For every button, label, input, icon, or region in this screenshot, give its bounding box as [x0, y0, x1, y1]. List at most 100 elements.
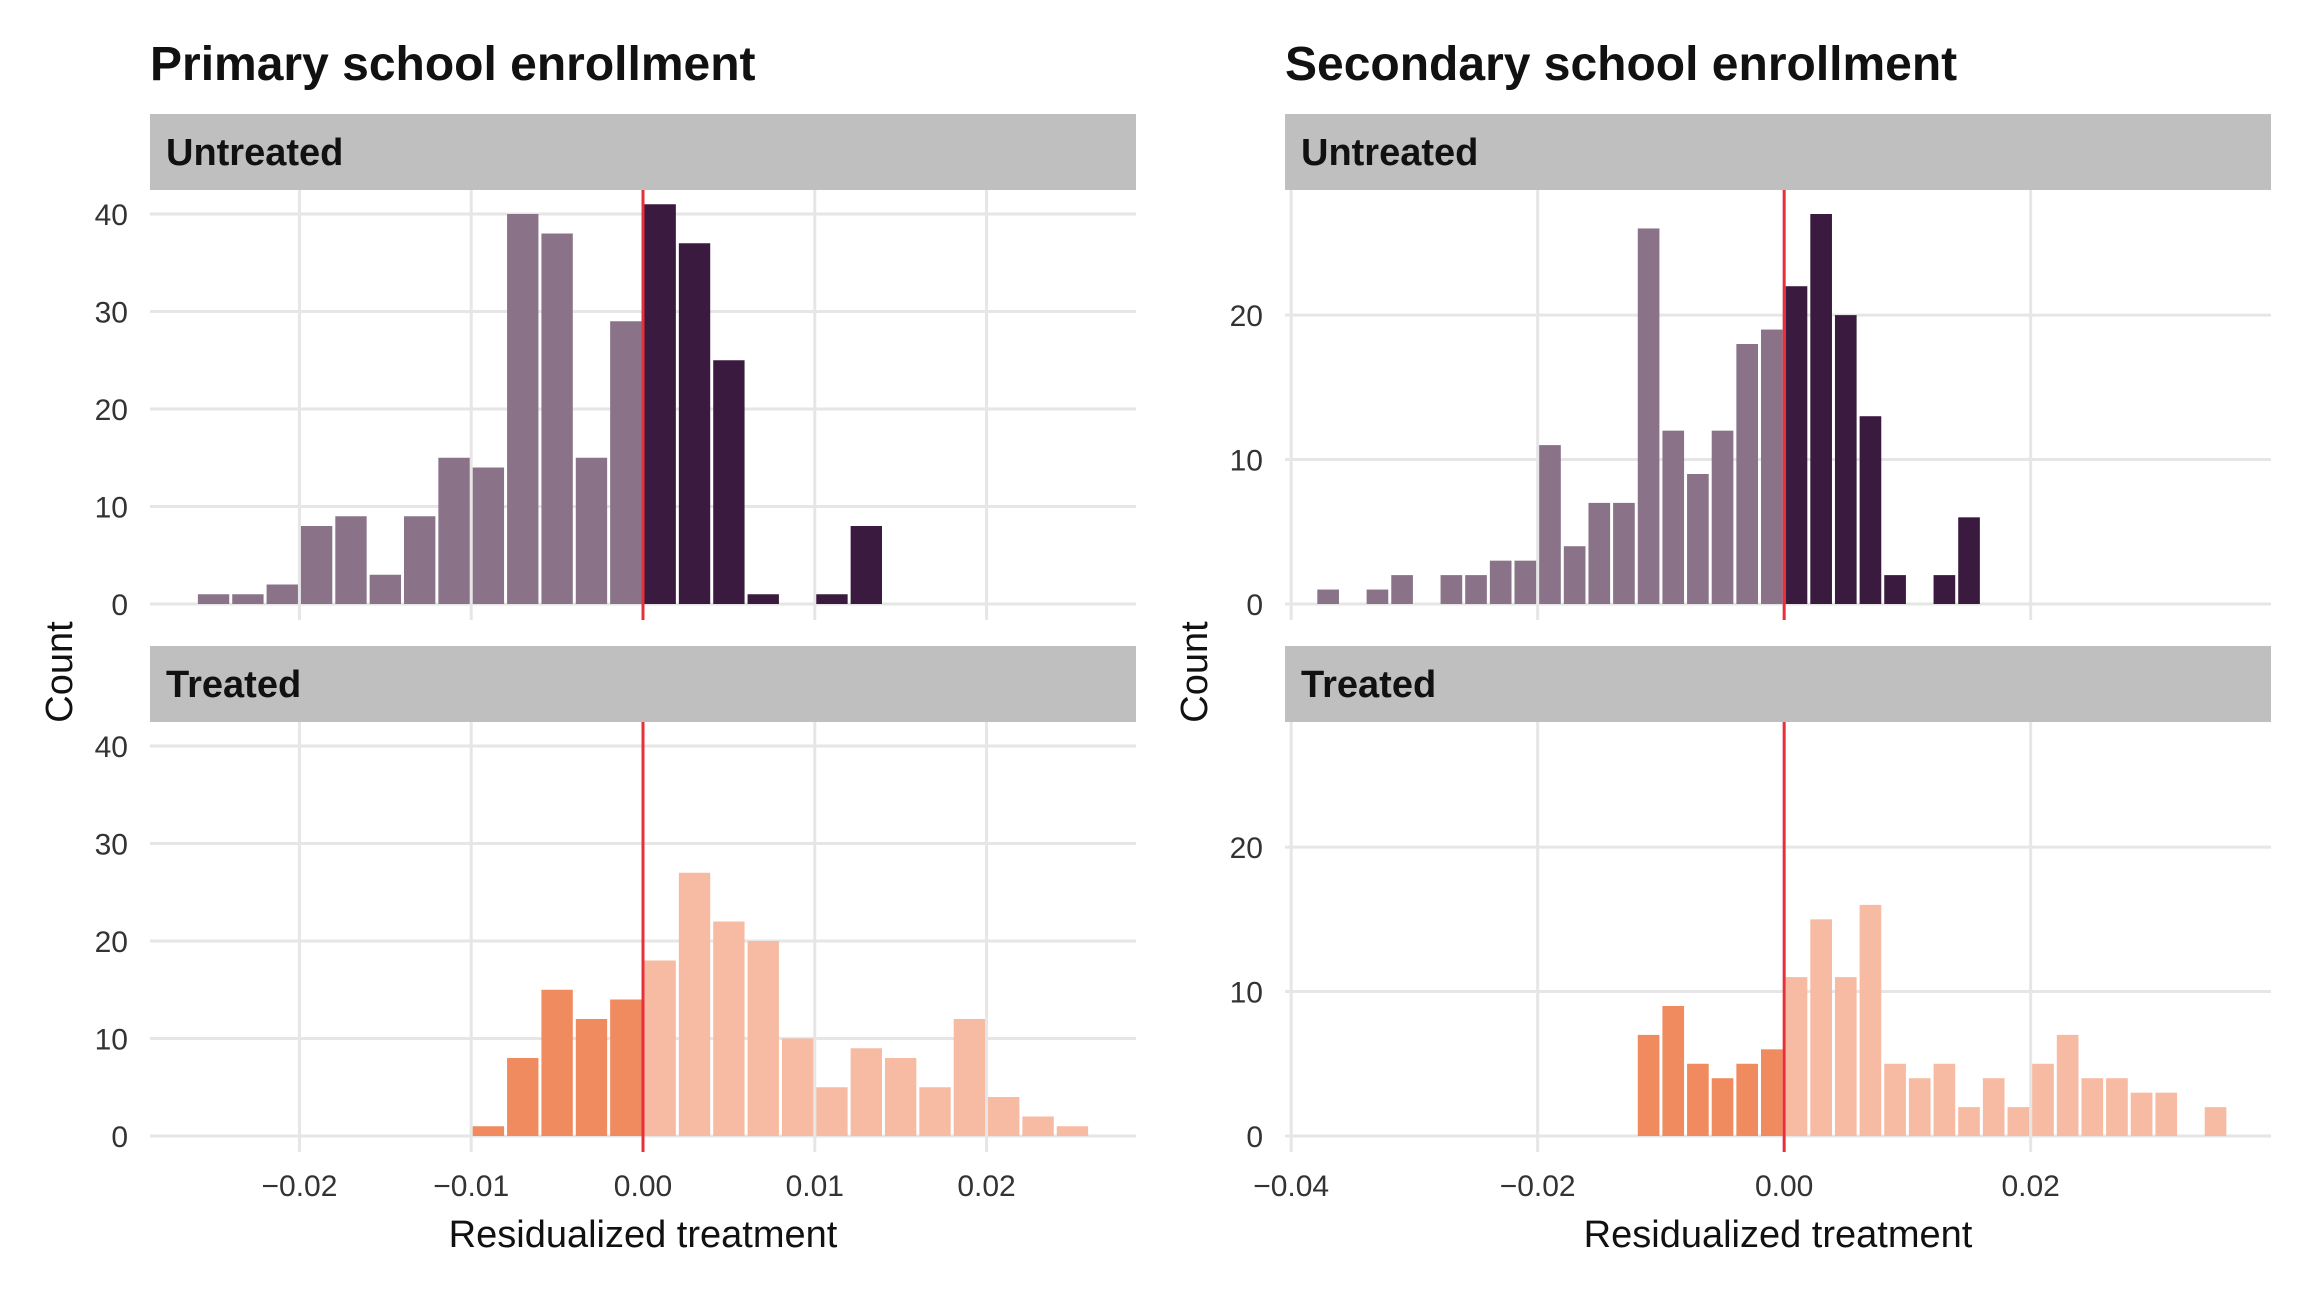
histogram-bar — [507, 1058, 539, 1136]
histogram-bar — [266, 584, 298, 604]
histogram-bar — [644, 960, 676, 1136]
histogram-bar — [1489, 560, 1512, 604]
histogram-bar — [197, 594, 230, 604]
histogram-bar — [1539, 445, 1561, 604]
histogram-bar — [1884, 575, 1906, 604]
histogram-bar — [2081, 1078, 2104, 1136]
histogram-bar — [1958, 1107, 1980, 1136]
histogram-bar — [1317, 589, 1339, 604]
y-tick-label: 30 — [95, 829, 128, 862]
x-axis-label: Residualized treatment — [449, 1214, 838, 1256]
histogram-bar — [919, 1087, 951, 1136]
y-tick-label: 40 — [95, 731, 128, 764]
histogram-bar — [1859, 904, 1882, 1136]
histogram-bar — [884, 1058, 917, 1136]
panel-treated: Treated 0 10 20 — [1230, 646, 2271, 1154]
facet-label: Untreated — [166, 132, 343, 174]
histogram-bar — [1056, 1126, 1089, 1136]
histogram-bar — [747, 941, 779, 1136]
histogram-bar — [1736, 1063, 1759, 1136]
histogram-bar — [988, 1097, 1020, 1136]
histogram-bar — [472, 1126, 505, 1136]
histogram-bar — [335, 516, 367, 604]
y-tick-label: 0 — [111, 1121, 128, 1154]
histogram-bar — [1933, 1063, 1956, 1136]
histogram-bar — [1761, 1049, 1783, 1136]
histogram-bar — [1785, 286, 1808, 604]
histogram-bar — [1958, 517, 1980, 604]
histogram-bar — [1687, 1063, 1709, 1136]
y-tick-label: 0 — [1246, 1121, 1263, 1154]
histogram-bar — [816, 594, 848, 604]
histogram-bar — [1933, 575, 1956, 604]
histogram-bar — [1711, 1078, 1734, 1136]
x-tick-label: −0.01 — [433, 1170, 509, 1203]
y-tick-label: 10 — [1230, 977, 1263, 1010]
histogram-bar — [1563, 546, 1586, 604]
histogram-bar — [1908, 1078, 1931, 1136]
histogram-bar — [472, 467, 505, 604]
histogram-bar — [678, 872, 711, 1136]
y-tick-label: 10 — [1230, 445, 1263, 478]
histogram-bar — [610, 321, 642, 604]
histogram-bar — [507, 214, 539, 604]
histogram-bar — [1637, 1034, 1660, 1136]
histogram-bar — [541, 989, 573, 1136]
histogram-bar — [713, 921, 745, 1136]
histogram-bar — [1022, 1116, 1054, 1136]
histogram-bar — [2130, 1092, 2153, 1136]
histogram-bar — [816, 1087, 848, 1136]
histogram-bar — [1687, 474, 1709, 604]
histogram-bar — [1736, 344, 1759, 604]
histogram-bar — [575, 457, 608, 604]
histogram-bar — [747, 594, 779, 604]
y-tick-label: 30 — [95, 297, 128, 330]
panel-untreated: Untreated 0 10 20 — [1230, 114, 2271, 622]
histogram-bar — [781, 1038, 814, 1136]
y-tick-label: 0 — [1246, 589, 1263, 622]
histogram-bar — [1810, 919, 1832, 1136]
y-tick-label: 20 — [95, 926, 128, 959]
facet-strip — [1285, 114, 2271, 190]
x-tick-label: 0.01 — [786, 1170, 844, 1203]
x-tick-label: −0.02 — [1500, 1170, 1576, 1203]
histogram-bar — [713, 360, 745, 604]
histogram-bar — [1884, 1063, 1906, 1136]
facet-strip — [150, 114, 1136, 190]
histogram-bar — [1514, 560, 1537, 604]
histogram-bar — [541, 233, 573, 604]
histogram-bar — [575, 1019, 608, 1136]
histogram-bar — [1834, 977, 1857, 1136]
y-axis-label: Count — [39, 621, 81, 723]
facet-strip — [1285, 646, 2271, 722]
facet-label: Treated — [166, 664, 301, 706]
histogram-bar — [2056, 1034, 2079, 1136]
x-tick-label: −0.04 — [1253, 1170, 1329, 1203]
y-tick-label: 10 — [95, 492, 128, 525]
histogram-bar — [850, 526, 882, 604]
x-tick-label: 0.02 — [2001, 1170, 2059, 1203]
histogram-bar — [1662, 1006, 1685, 1136]
histogram-bar — [953, 1019, 986, 1136]
histogram-bar — [1982, 1078, 2005, 1136]
histogram-bar — [1859, 416, 1882, 604]
histogram-bar — [1440, 575, 1463, 604]
histogram-bar — [438, 457, 470, 604]
histogram-bar — [1810, 214, 1832, 604]
histogram-bar — [1761, 329, 1783, 604]
panel-treated: Treated 0 10 20 30 40 — [95, 646, 1136, 1154]
chart-title: Secondary school enrollment — [1285, 38, 1957, 91]
y-tick-label: 20 — [1230, 832, 1263, 865]
panel-untreated: Untreated 0 10 20 30 40 — [95, 114, 1136, 622]
histogram-bar — [1834, 315, 1857, 604]
histogram-bar — [644, 204, 676, 604]
facet-label: Untreated — [1301, 132, 1478, 174]
histogram-bar — [232, 594, 264, 604]
histogram-bar — [1366, 589, 1389, 604]
y-tick-label: 20 — [95, 394, 128, 427]
primary-enrollment-chart: Primary school enrollment Count Residual… — [39, 38, 1136, 1256]
histogram-bar — [369, 574, 402, 604]
y-axis-label: Count — [1174, 621, 1216, 723]
y-tick-label: 40 — [95, 199, 128, 232]
